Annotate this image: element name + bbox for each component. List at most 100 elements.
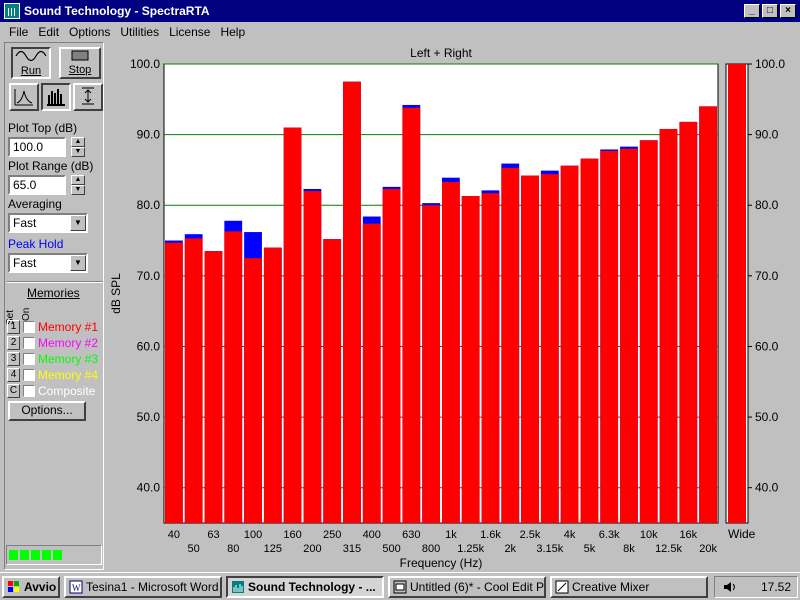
meter-segment	[42, 550, 51, 560]
memory-on-checkbox[interactable]	[23, 336, 35, 349]
system-tray: 17.52	[714, 576, 798, 598]
wide-tick-label: 50.0	[755, 410, 779, 424]
level-bar	[620, 148, 638, 523]
memory-label: Memory #2	[38, 335, 99, 350]
x-tick-label: 200	[303, 543, 321, 555]
x-tick-label: 250	[323, 529, 341, 541]
level-bar	[481, 193, 500, 524]
y-tick-label: 100.0	[130, 57, 160, 71]
x-tick-label: 800	[422, 543, 440, 555]
scale-view-button[interactable]	[73, 83, 103, 111]
spectrum-chart[interactable]: Left + Right 100.0 90.0 80.0 70.0 60.0 50.0 40.…	[106, 42, 724, 570]
task-spectra-rta[interactable]: Sound Technology - ...	[226, 576, 384, 598]
x-tick-label: 315	[343, 543, 361, 555]
menu-license[interactable]: License	[169, 24, 211, 39]
menu-file[interactable]: File	[9, 24, 29, 39]
minimize-button[interactable]: _	[744, 4, 760, 18]
meter-segment	[53, 550, 62, 560]
bar-graph-view-button[interactable]	[41, 83, 71, 111]
x-tick-label: 63	[207, 529, 219, 541]
plot-range-label: Plot Range (dB)	[8, 159, 94, 173]
memory-on-checkbox[interactable]	[23, 384, 35, 397]
level-bar	[204, 251, 223, 523]
plot-range-field[interactable]: 65.0	[8, 175, 66, 195]
menu-help[interactable]: Help	[220, 24, 246, 39]
meter-segment	[9, 550, 18, 560]
x-tick-label: 400	[363, 529, 381, 541]
wide-label: Wide	[728, 527, 756, 541]
plot-top-spinner[interactable]: ▲ ▼	[71, 137, 85, 157]
task-label: Tesina1 - Microsoft Word	[86, 580, 219, 594]
memory-row-2: 2 Memory #2	[7, 335, 98, 350]
memory-set-button[interactable]: C	[7, 383, 20, 398]
averaging-label: Averaging	[8, 197, 62, 211]
stop-icon	[71, 50, 89, 61]
x-tick-label: 4k	[564, 529, 576, 541]
plot-range-spinner[interactable]: ▲ ▼	[71, 175, 85, 195]
run-button[interactable]: Run	[11, 47, 51, 79]
task-cool-edit[interactable]: Untitled (6)* - Cool Edit Pro	[388, 576, 546, 598]
y-tick-label: 60.0	[137, 339, 161, 353]
memory-set-button[interactable]: 1	[7, 319, 20, 334]
memory-on-checkbox[interactable]	[23, 368, 35, 381]
close-button[interactable]: ×	[780, 4, 796, 18]
level-bar	[422, 205, 440, 523]
x-tick-label: 8k	[623, 543, 635, 555]
level-bar	[165, 242, 183, 523]
x-tick-label: 2k	[504, 543, 516, 555]
control-panel: Run Stop Plot Top (dB) 100.0 ▲ ▼ Plot Ran…	[4, 42, 104, 570]
spectrum-plot: Left + Right 100.0 90.0 80.0 70.0 60.0 50.0 40.…	[106, 42, 724, 570]
x-tick-label: 125	[264, 543, 282, 555]
x-tick-label: 500	[382, 543, 400, 555]
mixer-icon	[555, 580, 569, 594]
x-tick-label: 2.5k	[520, 529, 541, 541]
x-tick-label: 3.15k	[536, 543, 563, 555]
windows-logo-icon	[8, 581, 19, 592]
memory-on-checkbox[interactable]	[23, 320, 35, 333]
stop-button[interactable]: Stop	[59, 47, 101, 79]
app-icon[interactable]	[4, 3, 20, 19]
level-bar	[184, 238, 203, 524]
memory-row-4: 4 Memory #4	[7, 367, 98, 382]
x-tick-label: 5k	[584, 543, 596, 555]
menu-bar: File Edit Options Utilities License Help	[0, 22, 800, 41]
peak-hold-select[interactable]: Fast ▼	[8, 253, 88, 273]
run-label: Run	[20, 65, 42, 77]
level-bar	[402, 107, 421, 523]
vertical-range-icon	[82, 87, 94, 105]
level-bar	[600, 150, 619, 523]
memory-set-button[interactable]: 4	[7, 367, 20, 382]
level-bar	[362, 223, 381, 524]
chevron-down-icon[interactable]: ▼	[70, 255, 86, 271]
maximize-button[interactable]: □	[762, 4, 778, 18]
cool-edit-icon	[393, 580, 407, 594]
task-label: Creative Mixer	[572, 580, 650, 594]
menu-edit[interactable]: Edit	[38, 24, 60, 39]
level-bar	[303, 191, 322, 523]
task-creative-mixer[interactable]: Creative Mixer	[550, 576, 708, 598]
line-graph-view-button[interactable]	[9, 83, 39, 111]
averaging-select[interactable]: Fast ▼	[8, 213, 88, 233]
menu-utilities[interactable]: Utilities	[120, 24, 160, 39]
menu-options[interactable]: Options	[69, 24, 111, 39]
taskbar: Avvio W Tesina1 - Microsoft Word Sound T…	[0, 572, 800, 600]
chevron-down-icon[interactable]: ▼	[70, 215, 86, 231]
x-axis-label: Frequency (Hz)	[400, 556, 483, 570]
task-label: Sound Technology - ...	[248, 580, 376, 594]
task-word[interactable]: W Tesina1 - Microsoft Word	[64, 576, 222, 598]
start-button[interactable]: Avvio	[2, 576, 60, 598]
options-button[interactable]: Options...	[8, 401, 86, 421]
memory-on-checkbox[interactable]	[23, 352, 35, 365]
y-tick-label: 50.0	[137, 410, 161, 424]
x-tick-label: 50	[188, 543, 200, 555]
wide-tick-label: 100.0	[755, 57, 785, 71]
divider	[7, 281, 103, 283]
sine-wave-icon	[15, 50, 47, 62]
x-tick-label: 1.25k	[457, 543, 484, 555]
plot-top-field[interactable]: 100.0	[8, 137, 66, 157]
memory-set-button[interactable]: 3	[7, 351, 20, 366]
memory-set-button[interactable]: 2	[7, 335, 20, 350]
level-bar	[461, 196, 480, 523]
svg-text:W: W	[72, 583, 81, 593]
speaker-icon[interactable]	[723, 581, 737, 593]
